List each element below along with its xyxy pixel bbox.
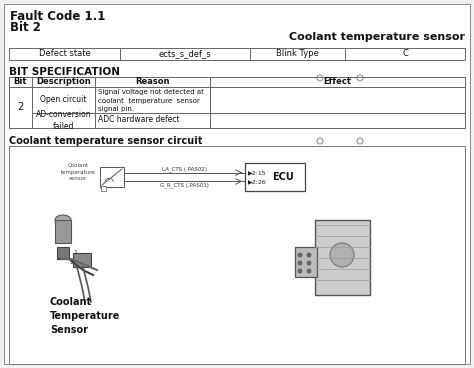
Text: Reason: Reason [135, 78, 170, 86]
Circle shape [298, 261, 302, 265]
Circle shape [298, 269, 302, 273]
Text: Bit 2: Bit 2 [10, 21, 41, 34]
Circle shape [330, 243, 354, 267]
Text: Effect: Effect [323, 78, 352, 86]
Text: ▶2:15: ▶2:15 [248, 170, 266, 175]
Text: 2: 2 [18, 103, 24, 113]
Text: Open circuit: Open circuit [40, 96, 87, 105]
Circle shape [307, 269, 311, 273]
Text: ECU: ECU [272, 172, 294, 182]
Bar [55, 220, 71, 243]
Circle shape [298, 252, 302, 258]
Bar [315, 220, 370, 295]
Text: Defect state: Defect state [38, 50, 91, 59]
Text: Coolant temperature sensor: Coolant temperature sensor [289, 32, 465, 42]
Ellipse shape [55, 215, 71, 225]
Text: Coolant
Temperature
Sensor: Coolant Temperature Sensor [50, 297, 120, 335]
Bar [101, 186, 106, 191]
Circle shape [307, 252, 311, 258]
Text: Bit: Bit [14, 78, 27, 86]
Bar [245, 163, 305, 191]
Circle shape [307, 261, 311, 265]
Text: G_R_CTS (.PAS01): G_R_CTS (.PAS01) [160, 183, 209, 188]
Text: Coolant
temperature
sensor: Coolant temperature sensor [61, 163, 95, 181]
Text: Blink Type: Blink Type [276, 50, 319, 59]
Bar [9, 146, 465, 364]
Bar [9, 48, 465, 60]
Text: ▶2:26: ▶2:26 [248, 179, 267, 184]
Text: ADC hardware defect: ADC hardware defect [98, 115, 180, 124]
Text: Signal voltage not detected at
coolant  temperature  sensor
signal pin.: Signal voltage not detected at coolant t… [98, 89, 204, 112]
Bar [73, 253, 91, 267]
Text: Fault Code 1.1: Fault Code 1.1 [10, 10, 105, 23]
Text: 1: 1 [73, 251, 77, 255]
Text: LA_CTS (.PAS02): LA_CTS (.PAS02) [162, 166, 207, 171]
Bar [295, 247, 317, 277]
Text: Description: Description [36, 78, 91, 86]
Bar [57, 247, 69, 259]
Bar [100, 167, 124, 187]
Text: ects_s_def_s: ects_s_def_s [159, 50, 211, 59]
Text: AD-conversion
failed: AD-conversion failed [36, 110, 91, 131]
Bar [9, 87, 465, 128]
Text: BIT SPECIFICATION: BIT SPECIFICATION [9, 67, 120, 77]
Text: Coolant temperature sensor circuit: Coolant temperature sensor circuit [9, 136, 202, 146]
Text: C: C [402, 50, 408, 59]
Text: 2: 2 [70, 261, 74, 265]
Bar [9, 77, 465, 87]
